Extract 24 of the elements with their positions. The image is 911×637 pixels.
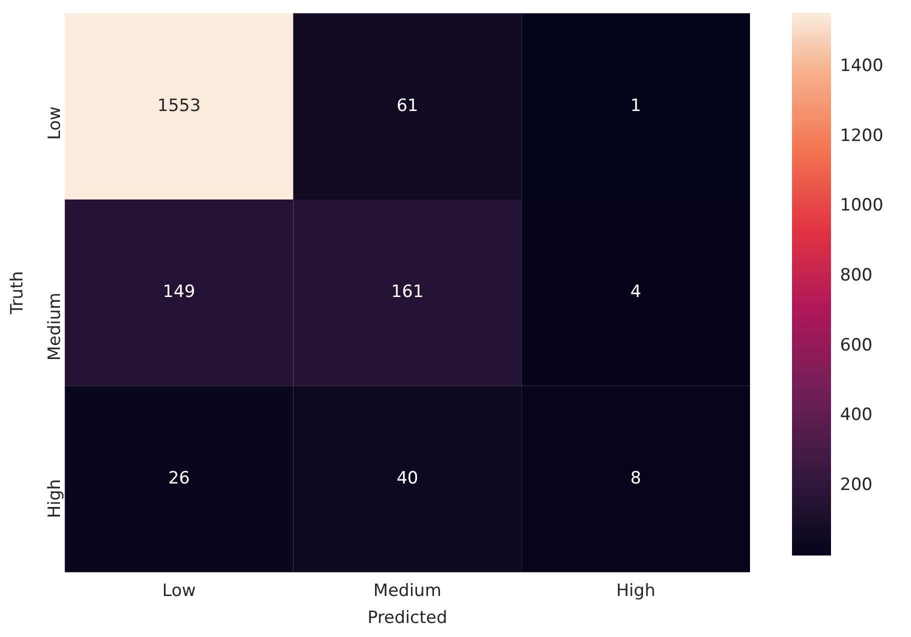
x-tick-label: Low <box>162 580 196 601</box>
color-bar-label: 400 <box>840 405 872 426</box>
color-bar-label: 1200 <box>840 126 884 146</box>
y-tick-label: Low <box>45 106 66 140</box>
data-label: 61 <box>396 96 418 116</box>
data-label: 161 <box>391 282 424 302</box>
y-tick-label: High <box>45 479 66 518</box>
color-bar-label: 600 <box>840 335 872 356</box>
color-bar-label: 800 <box>840 265 872 286</box>
color-bar-label: 200 <box>840 474 872 495</box>
x-tick-label: Medium <box>373 580 442 601</box>
data-label: 8 <box>630 468 642 488</box>
y-axis-title: Truth <box>8 271 28 316</box>
data-label: 26 <box>168 468 190 488</box>
color-bar-label: 1400 <box>840 56 884 76</box>
data-label: 1553 <box>157 96 201 116</box>
data-label: 1 <box>630 96 642 116</box>
color-bar-label: 1000 <box>840 196 884 216</box>
x-tick-label: High <box>616 580 656 601</box>
y-tick-label: Medium <box>45 292 66 361</box>
data-label: 149 <box>162 282 196 302</box>
data-label: 40 <box>396 468 418 488</box>
data-label: 4 <box>630 282 642 302</box>
x-axis-title: Predicted <box>367 608 448 628</box>
